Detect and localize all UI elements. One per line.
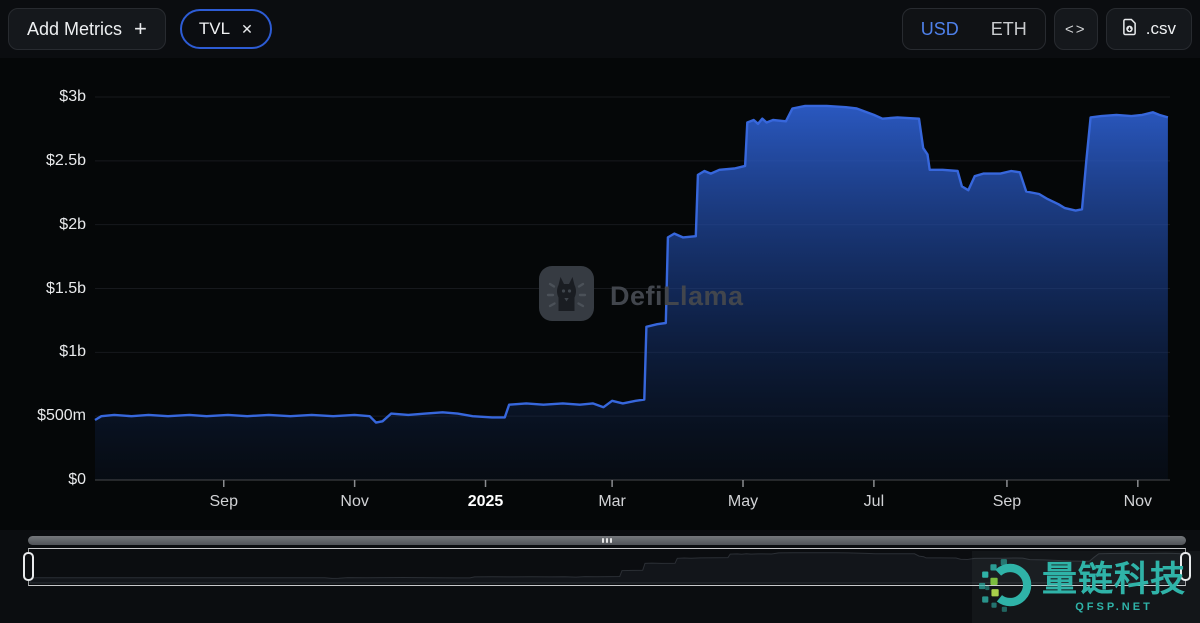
x-axis-label: Nov <box>340 493 369 510</box>
download-csv-button[interactable]: .csv <box>1105 8 1192 50</box>
toolbar: Add Metrics + TVL ✕ USD ETH <> <box>0 0 1200 58</box>
add-metrics-button[interactable]: Add Metrics + <box>8 8 166 50</box>
y-axis-label: $2.5b <box>45 151 86 169</box>
toolbar-right: USD ETH <> .csv <box>901 8 1192 50</box>
brush-mini-chart[interactable] <box>29 549 1185 585</box>
brush-handle-left[interactable] <box>23 552 34 581</box>
zoom-scrollbar[interactable] <box>28 536 1186 545</box>
metric-chip-tvl[interactable]: TVL ✕ <box>179 9 272 49</box>
brush-mini-area <box>29 552 1185 584</box>
x-axis-label: Sep <box>992 493 1022 510</box>
tvl-area-fill <box>95 105 1168 481</box>
embed-code-button[interactable]: <> <box>1053 8 1098 50</box>
csv-download-icon <box>1122 18 1137 41</box>
currency-option-eth[interactable]: ETH <box>975 19 1043 40</box>
y-axis-label: $0 <box>68 471 86 488</box>
currency-option-usd[interactable]: USD <box>905 19 975 40</box>
x-axis-label: Nov <box>1123 493 1153 510</box>
x-axis-label: Mar <box>598 493 626 510</box>
metric-chip-label: TVL <box>198 19 231 38</box>
site-watermark-subtitle: QFSP.NET <box>1075 600 1153 613</box>
scrollbar-grip-icon[interactable] <box>602 538 612 543</box>
y-axis-label: $1.5b <box>45 279 86 297</box>
toolbar-left: Add Metrics + TVL ✕ <box>8 8 272 50</box>
code-brackets-icon: <> <box>1065 20 1087 38</box>
add-metrics-label: Add Metrics <box>27 18 123 39</box>
close-icon[interactable]: ✕ <box>241 20 253 37</box>
x-axis-label: Jul <box>863 493 885 510</box>
csv-button-label: .csv <box>1145 19 1176 38</box>
brush-handle-right[interactable] <box>1180 552 1191 581</box>
x-axis-label: May <box>727 493 759 510</box>
y-axis-label: $1b <box>59 343 86 361</box>
tvl-area-chart[interactable]: $0 $500m $1b $1.5b $2b $2.5b $3b Sep Nov 2025 Mar… <box>0 58 1200 530</box>
y-axis-label: $500m <box>37 407 86 425</box>
plus-icon: + <box>134 16 147 41</box>
tvl-line <box>94 104 1169 424</box>
x-axis-label: 2025 <box>467 493 504 510</box>
y-axis-label: $3b <box>59 88 86 105</box>
currency-toggle: USD ETH <box>901 8 1046 50</box>
x-axis-label: Sep <box>209 493 238 510</box>
y-axis-label: $2b <box>59 215 86 233</box>
chart-canvas[interactable] <box>0 58 1200 530</box>
